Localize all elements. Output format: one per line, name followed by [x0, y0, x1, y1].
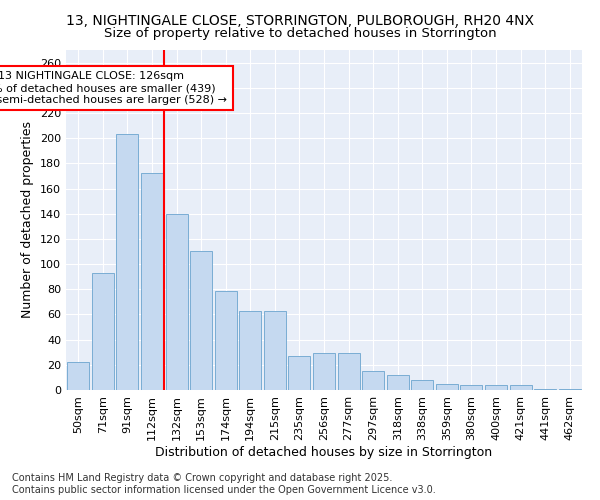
- Bar: [559, 388, 581, 390]
- Bar: [141, 174, 163, 390]
- Bar: [460, 385, 482, 390]
- Bar: [166, 214, 188, 390]
- Bar: [92, 273, 114, 390]
- X-axis label: Distribution of detached houses by size in Storrington: Distribution of detached houses by size …: [155, 446, 493, 458]
- Bar: [215, 290, 237, 390]
- Bar: [264, 310, 286, 390]
- Bar: [313, 354, 335, 390]
- Bar: [485, 385, 507, 390]
- Bar: [338, 354, 359, 390]
- Text: Contains HM Land Registry data © Crown copyright and database right 2025.
Contai: Contains HM Land Registry data © Crown c…: [12, 474, 436, 495]
- Bar: [362, 371, 384, 390]
- Bar: [386, 375, 409, 390]
- Bar: [67, 362, 89, 390]
- Y-axis label: Number of detached properties: Number of detached properties: [22, 122, 34, 318]
- Text: 13 NIGHTINGALE CLOSE: 126sqm
← 45% of detached houses are smaller (439)
54% of s: 13 NIGHTINGALE CLOSE: 126sqm ← 45% of de…: [0, 72, 227, 104]
- Text: Size of property relative to detached houses in Storrington: Size of property relative to detached ho…: [104, 28, 496, 40]
- Text: 13, NIGHTINGALE CLOSE, STORRINGTON, PULBOROUGH, RH20 4NX: 13, NIGHTINGALE CLOSE, STORRINGTON, PULB…: [66, 14, 534, 28]
- Bar: [534, 388, 556, 390]
- Bar: [436, 384, 458, 390]
- Bar: [116, 134, 139, 390]
- Bar: [239, 310, 262, 390]
- Bar: [190, 252, 212, 390]
- Bar: [411, 380, 433, 390]
- Bar: [509, 385, 532, 390]
- Bar: [289, 356, 310, 390]
